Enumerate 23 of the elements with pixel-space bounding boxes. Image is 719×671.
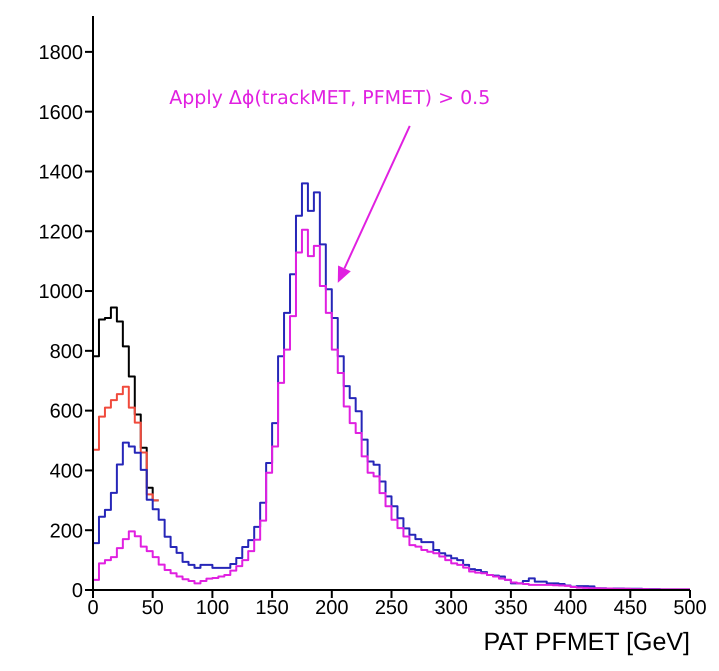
x-tick-label: 200 <box>315 597 348 620</box>
x-tick-label: 50 <box>142 597 164 620</box>
y-tick-label: 1400 <box>38 162 83 184</box>
x-tick-label: 400 <box>554 597 588 620</box>
x-tick-label: 450 <box>614 597 647 620</box>
y-tick-label: 200 <box>50 520 83 542</box>
y-tick-label: 1800 <box>38 42 83 64</box>
y-tick-label: 800 <box>50 340 83 363</box>
x-tick-label: 0 <box>87 597 99 620</box>
x-tick-label: 350 <box>494 597 528 620</box>
y-tick-label: 400 <box>50 460 83 483</box>
y-tick-label: 0 <box>72 580 83 602</box>
y-tick-label: 600 <box>50 400 83 423</box>
x-axis-title: PAT PFMET [GeV] <box>483 628 690 656</box>
x-tick-label: 250 <box>374 597 408 620</box>
x-tick-label: 500 <box>673 597 707 620</box>
y-tick-label: 1200 <box>38 221 83 244</box>
x-tick-label: 100 <box>196 597 230 620</box>
annotation: Apply Δϕ(trackMET, PFMET) > 0.5 <box>169 86 490 109</box>
x-tick-label: 300 <box>434 597 468 620</box>
y-tick-label: 1000 <box>38 281 83 304</box>
x-tick-label: 150 <box>255 597 289 620</box>
y-tick-label: 1600 <box>38 102 83 124</box>
